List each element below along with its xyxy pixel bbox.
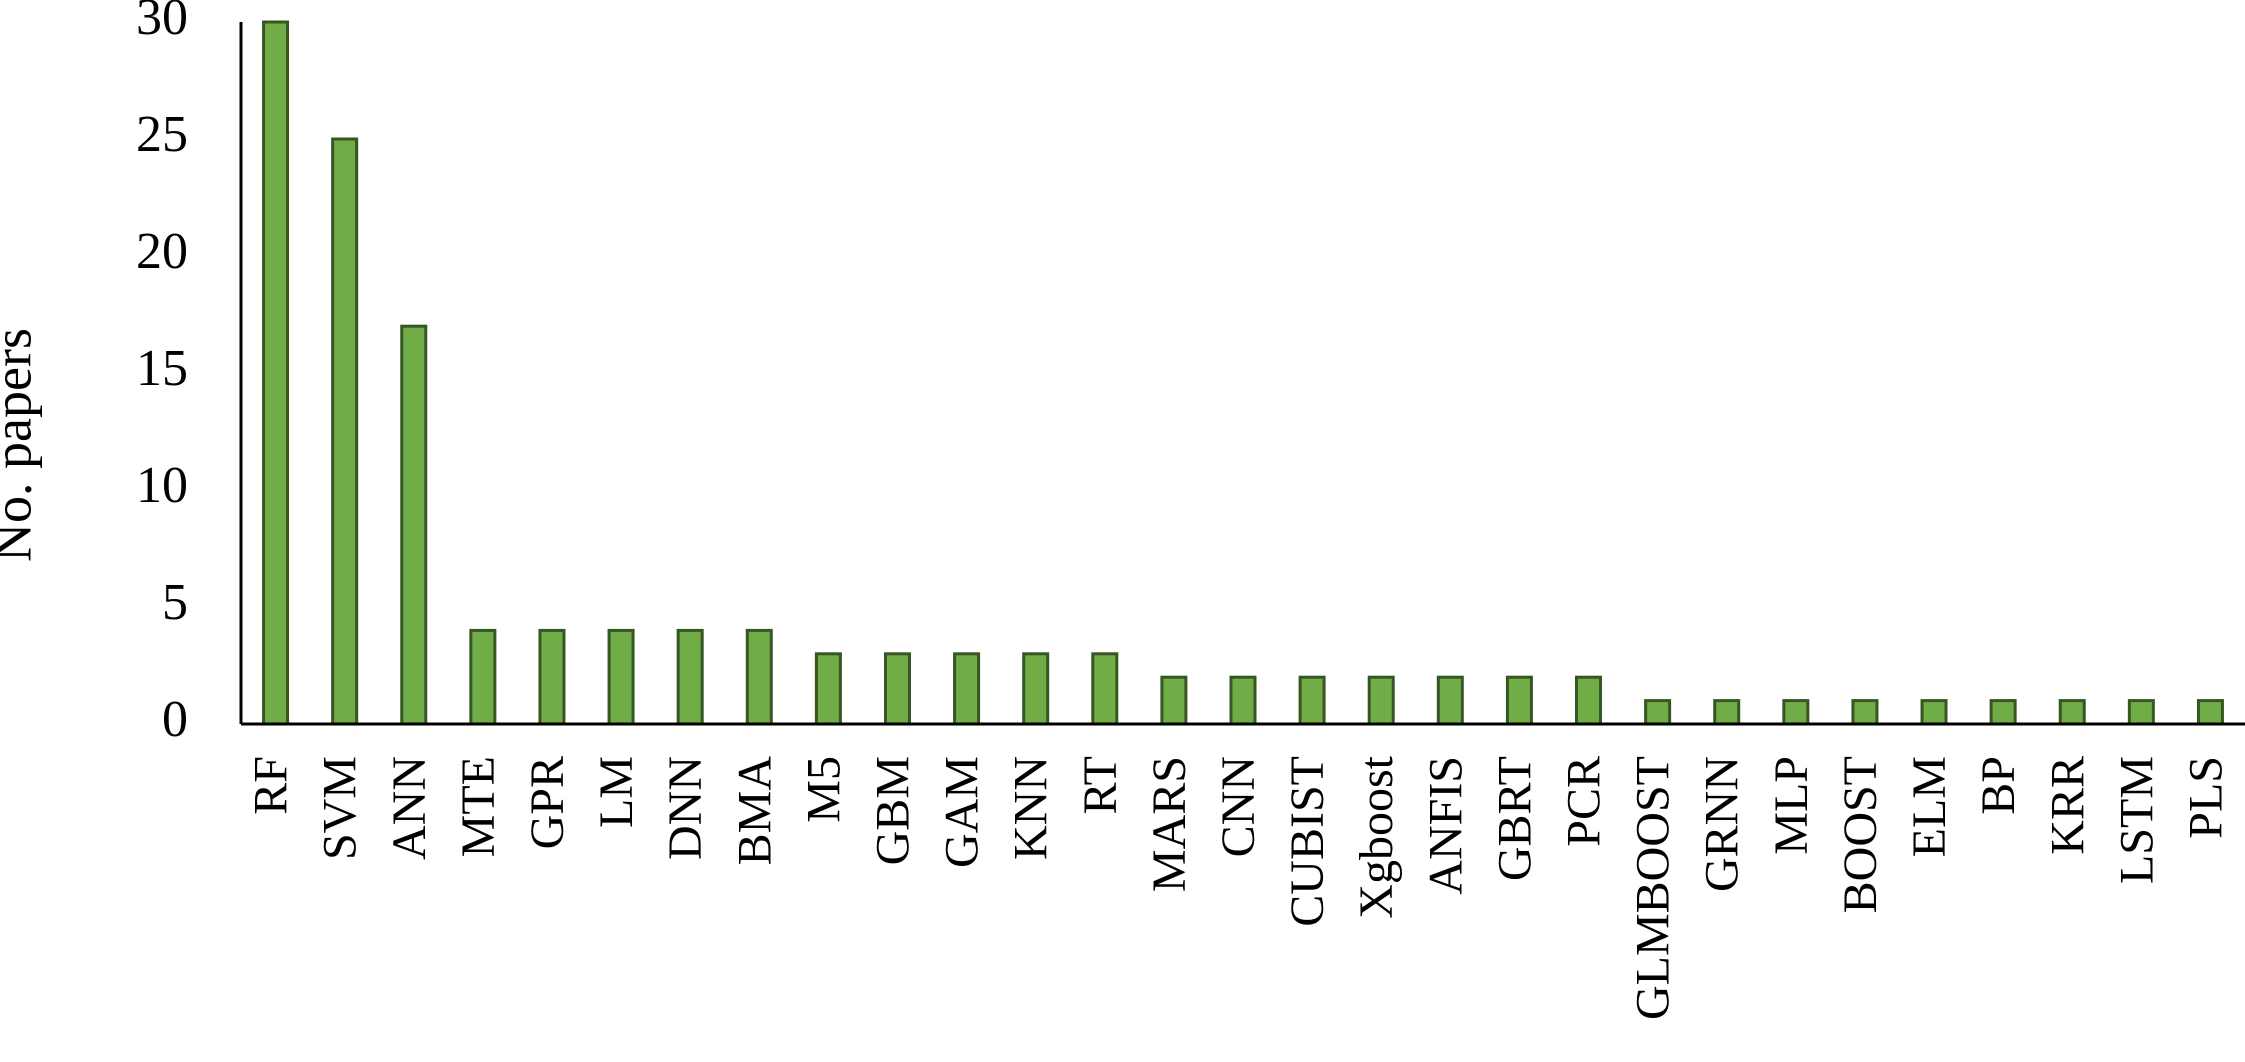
x-tick-label: PLS [2179,756,2232,839]
x-tick-label: KNN [1005,756,1058,860]
bar [1367,675,1395,726]
x-tick-label: LSTM [2110,756,2163,884]
x-tick-label: DNN [659,756,712,860]
x-tick-label: Xgboost [1350,755,1403,918]
bar [1298,675,1326,726]
x-tick-label: GAM [936,756,989,868]
bar [2196,699,2224,726]
x-tick-label: GBM [866,756,919,865]
bar [1160,675,1188,726]
bar [262,20,290,726]
bar [1644,699,1672,726]
bar [1782,699,1810,726]
bar [331,137,359,726]
bar [1229,675,1257,726]
bar [1436,675,1464,726]
x-tick-label: ANN [383,756,436,860]
bar [1851,699,1879,726]
y-tick-label: 30 [136,0,188,46]
x-tick-label: RT [1074,756,1127,814]
bar [745,628,773,726]
x-tick-label: SVM [314,756,367,860]
x-tick-label: PCR [1558,756,1611,847]
bar [1713,699,1741,726]
bar [2127,699,2155,726]
x-tick-label: RF [245,756,298,815]
bar [1091,652,1119,726]
x-tick-label: GLMBOOST [1627,756,1680,1020]
x-tick-label: MTE [452,756,505,857]
x-tick-label: CNN [1212,756,1265,857]
bar [1022,652,1050,726]
y-axis-title: No. papers [0,328,42,562]
bar [814,652,842,726]
bar [1505,675,1533,726]
y-axis-title-group: No. papers [0,328,42,562]
x-tick-label: KRR [2041,756,2094,855]
y-tick-label: 25 [136,106,188,163]
x-tick-label: BMA [728,756,781,866]
bar [1575,675,1603,726]
bar [607,628,635,726]
x-tick-label: MARS [1143,756,1196,892]
bar [2058,699,2086,726]
bar [469,628,497,726]
bar [676,628,704,726]
x-tick-label: GPR [521,756,574,849]
x-tick-label: LM [590,756,643,828]
x-tick-label: BP [1972,756,2025,815]
bar [953,652,981,726]
bar [400,324,428,726]
bar [883,652,911,726]
x-tick-label: ANFIS [1419,756,1472,895]
x-tick-label: BOOST [1834,756,1887,913]
y-tick-label: 10 [136,457,188,514]
x-tick-label: MLP [1765,756,1818,855]
x-tick-label: GBRT [1488,756,1541,881]
y-axis-ticks: 0 5 10 15 20 25 30 [136,0,188,748]
x-tick-label: GRNN [1696,756,1749,892]
y-tick-label: 15 [136,340,188,397]
bar [1920,699,1948,726]
bars-group [262,20,2224,726]
y-tick-label: 20 [136,223,188,280]
x-tick-label: ELM [1903,756,1956,857]
x-axis-labels: RF SVM ANN MTE GPR LM DNN BMA M5 GBM GAM KNN RT MARS C… [245,755,2233,1020]
y-tick-label: 0 [162,691,188,748]
x-tick-label: CUBIST [1281,756,1334,927]
x-tick-label: M5 [797,756,850,823]
y-tick-label: 5 [162,574,188,631]
bar [538,628,566,726]
bar [1989,699,2017,726]
